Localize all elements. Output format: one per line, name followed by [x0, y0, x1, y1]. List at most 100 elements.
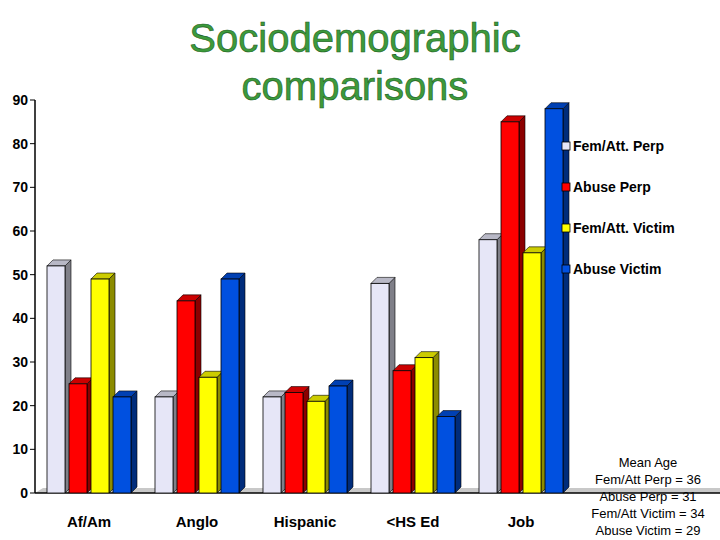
y-tick-label: 50: [12, 267, 28, 283]
bar-top: [371, 277, 395, 283]
bar-top: [221, 273, 245, 279]
bar-top: [307, 395, 331, 401]
y-tick-label: 80: [12, 136, 28, 152]
title-line: Sociodemographic: [189, 16, 520, 60]
bar-side: [347, 380, 353, 493]
x-tick-label: Hispanic: [274, 513, 337, 530]
bar-group: [545, 103, 569, 493]
legend-swatch: [562, 265, 570, 273]
legend-label: Abuse Victim: [573, 261, 661, 277]
bar-top: [479, 234, 503, 240]
bar: [307, 401, 325, 493]
y-tick-label: 30: [12, 354, 28, 370]
bar-side: [455, 411, 461, 493]
y-tick: [30, 405, 35, 406]
y-tick: [30, 449, 35, 450]
bar-top: [329, 380, 353, 386]
bar-top: [523, 247, 547, 253]
legend-label: Abuse Perp: [573, 179, 651, 195]
y-tick: [30, 362, 35, 363]
bar-group: [91, 273, 115, 493]
bar: [479, 240, 497, 493]
bar: [113, 397, 131, 493]
bar: [91, 279, 109, 493]
legend-label: Fem/Att. Victim: [573, 220, 675, 236]
title-line: comparisons: [242, 64, 469, 108]
bar-top: [501, 116, 525, 122]
bar-group: [307, 395, 331, 493]
x-tick-label: Af/Am: [67, 513, 111, 530]
legend-swatch: [562, 224, 570, 232]
bar-group: [393, 365, 417, 493]
bar-group: [69, 378, 93, 493]
bar: [437, 417, 455, 493]
x-tick-label: Job: [508, 513, 535, 530]
bar-group: [523, 247, 547, 493]
bar-top: [199, 371, 223, 377]
bar-group: [329, 380, 353, 493]
bar-top: [177, 295, 201, 301]
y-tick-label: 60: [12, 223, 28, 239]
bar: [263, 397, 281, 493]
y-tick: [30, 274, 35, 275]
bar-top: [437, 411, 461, 417]
bar-top: [263, 391, 287, 397]
bar: [393, 371, 411, 493]
bar-group: [155, 391, 179, 493]
bar-group: [221, 273, 245, 493]
bar-group: [415, 352, 439, 493]
bar-top: [545, 103, 569, 109]
y-tick-label: 90: [12, 92, 28, 108]
bar-top: [285, 387, 309, 393]
annotation: Fem/Att Perp = 36: [595, 472, 701, 487]
bar-top: [91, 273, 115, 279]
bar-side: [239, 273, 245, 493]
legend-label: Fem/Att. Perp: [573, 138, 664, 154]
bar: [523, 253, 541, 493]
title: Sociodemographiccomparisons: [189, 16, 520, 108]
bar-top: [155, 391, 179, 397]
bar-group: [437, 411, 461, 493]
y-tick-label: 40: [12, 310, 28, 326]
bar-group: [479, 234, 503, 493]
y-tick-label: 10: [12, 441, 28, 457]
bar-group: [177, 295, 201, 493]
annotation: Abuse Perp = 31: [599, 489, 696, 504]
bar: [47, 266, 65, 493]
bar: [199, 377, 217, 493]
bar: [371, 283, 389, 493]
x-tick-label: Anglo: [176, 513, 219, 530]
bar: [177, 301, 195, 493]
bar-group: [263, 391, 287, 493]
bar: [285, 393, 303, 493]
bar-group: [199, 371, 223, 493]
annotation: Mean Age: [619, 455, 678, 470]
bar-side: [131, 391, 137, 493]
bar-group: [371, 277, 395, 493]
y-tick: [30, 100, 35, 101]
bar-top: [393, 365, 417, 371]
y-tick-label: 20: [12, 398, 28, 414]
bar-group: [113, 391, 137, 493]
chart: 0 10 20 30 40 50 60 70 80 90 Af/Am Anglo Hispanic <HS…: [0, 0, 720, 540]
y-tick-label: 0: [20, 485, 28, 501]
y-tick: [30, 493, 35, 494]
bar: [501, 122, 519, 493]
bar-top: [113, 391, 137, 397]
bar: [155, 397, 173, 493]
bar-side: [563, 103, 569, 493]
x-tick-label: <HS Ed: [387, 513, 440, 530]
y-tick: [30, 143, 35, 144]
bar-top: [47, 260, 71, 266]
bar: [545, 109, 563, 493]
y-axis: [34, 100, 36, 493]
annotation: Abuse Victim = 29: [596, 523, 701, 538]
bar: [415, 358, 433, 493]
bar: [221, 279, 239, 493]
y-tick: [30, 231, 35, 232]
legend-swatch: [562, 142, 570, 150]
y-tick-label: 70: [12, 179, 28, 195]
bars: [47, 103, 569, 493]
bar: [329, 386, 347, 493]
bar-top: [69, 378, 93, 384]
